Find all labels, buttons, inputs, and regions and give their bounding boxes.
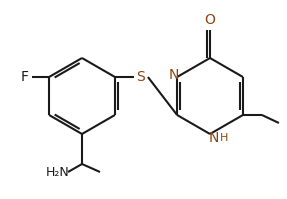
Text: F: F	[21, 70, 29, 84]
Text: H₂N: H₂N	[46, 166, 70, 179]
Text: H: H	[220, 133, 228, 143]
Text: N: N	[209, 131, 219, 145]
Text: N: N	[169, 68, 179, 82]
Text: S: S	[137, 70, 145, 84]
Text: O: O	[205, 13, 216, 27]
